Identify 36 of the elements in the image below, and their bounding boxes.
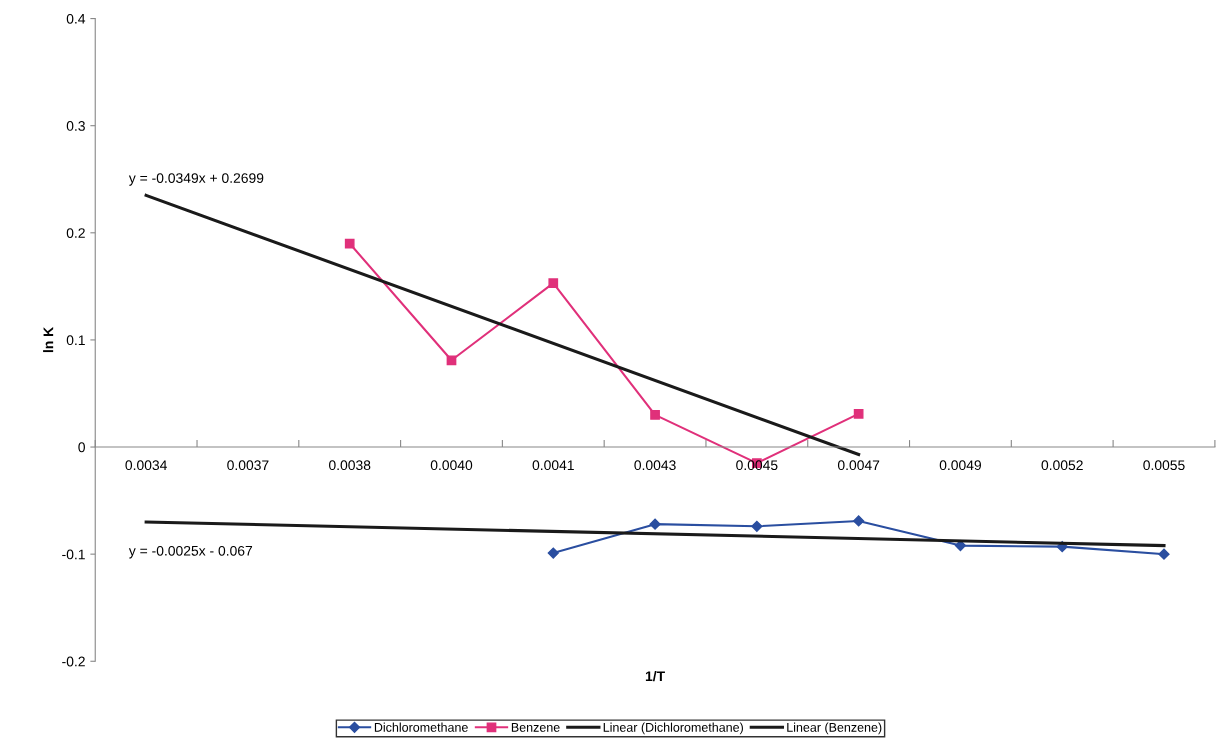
y-tick-label: 0.2	[66, 228, 85, 238]
y-tick-label: 0.3	[66, 121, 85, 131]
annotation: y = -0.0025x - 0.067	[128, 545, 253, 559]
point	[853, 408, 864, 419]
x-tick-label: 0.0034	[125, 460, 167, 471]
x-axis-title: 1/T	[645, 670, 665, 682]
x-tick-label: 0.0055	[1143, 460, 1185, 471]
annotation: y = -0.0349x + 0.2699	[128, 173, 264, 186]
point	[1158, 548, 1170, 560]
y-tick-label: 0.4	[66, 13, 86, 24]
y-tick-label: -0.1	[62, 549, 85, 560]
point	[751, 520, 763, 532]
x-tick-label: 0.0052	[1041, 460, 1083, 471]
point	[853, 515, 865, 527]
point	[548, 278, 559, 289]
y-tick-label: -0.2	[62, 656, 85, 667]
point	[954, 539, 967, 552]
point	[547, 547, 559, 559]
x-tick-label: 0.0037	[227, 460, 269, 471]
point	[649, 518, 661, 530]
x-tick-label: 0.0038	[329, 460, 371, 471]
x-tick-label: 0.0040	[430, 460, 473, 471]
y-tick-label: 0.1	[66, 335, 85, 346]
legend-label: Linear (Dichloromethane)	[603, 722, 743, 735]
legend-label: Linear (Benzene)	[787, 722, 882, 735]
point	[344, 238, 355, 249]
y-axis-title: ln K	[43, 326, 54, 353]
x-tick-label: 0.0043	[634, 460, 676, 471]
point	[446, 355, 457, 366]
point	[650, 410, 660, 420]
y-tick-label: 0	[78, 442, 85, 453]
legend-label: Benzene	[511, 723, 560, 732]
x-tick-label: 0.0049	[939, 460, 982, 471]
x-tick-label: 0.0041	[532, 460, 574, 471]
legend-label: Dichloromethane	[374, 722, 468, 732]
x-tick-label: 0.0047	[837, 460, 880, 471]
